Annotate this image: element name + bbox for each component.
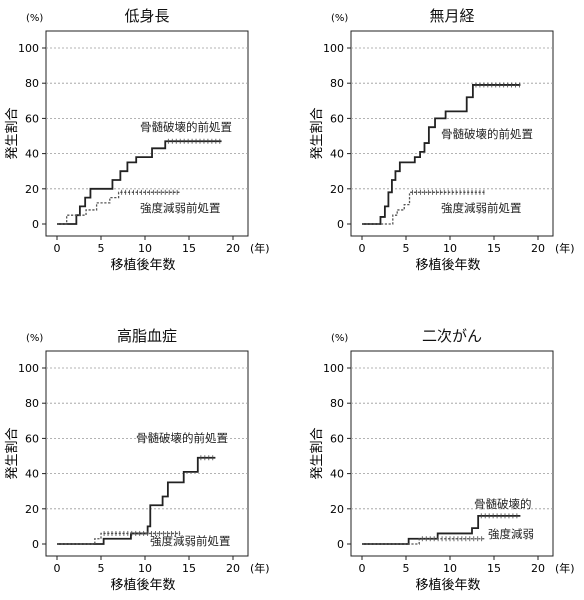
- series-line-1: [362, 514, 521, 545]
- y-tick-label: 20: [330, 503, 344, 516]
- y-tick-label: 60: [330, 432, 344, 445]
- x-tick-label: 10: [443, 242, 457, 255]
- series-label-2: 強度減弱前処置: [441, 201, 522, 215]
- series-line-1: [57, 456, 216, 545]
- y-unit: (%): [26, 333, 43, 344]
- y-tick-label: 100: [18, 362, 39, 375]
- series-label-2: 強度減弱: [488, 527, 534, 541]
- plot-frame: [45, 350, 249, 557]
- x-unit: (年): [250, 561, 270, 575]
- x-tick-label: 0: [359, 242, 366, 255]
- y-tick-label: 80: [330, 77, 344, 90]
- chart-title: 高脂血症: [117, 327, 177, 345]
- series-label-1: 骨髄破壊的前処置: [441, 127, 533, 141]
- series-line-1: [362, 84, 521, 225]
- y-tick-label: 20: [330, 183, 344, 196]
- x-tick-label: 20: [531, 242, 545, 255]
- x-axis-label: 移植後年数: [110, 578, 175, 593]
- x-tick-label: 0: [359, 562, 366, 575]
- y-tick-label: 20: [25, 503, 39, 516]
- y-axis-label: 発生割合: [4, 107, 20, 159]
- x-axis-label: 移植後年数: [415, 258, 480, 273]
- x-tick-label: 15: [182, 562, 196, 575]
- y-tick-label: 20: [25, 183, 39, 196]
- y-tick-label: 80: [25, 397, 39, 410]
- plot-frame: [350, 30, 554, 237]
- y-tick-label: 100: [323, 362, 344, 375]
- chart-title: 低身長: [124, 7, 169, 25]
- plot-frame: [45, 30, 249, 237]
- y-tick-label: 100: [18, 42, 39, 55]
- chart-panel-3: 高脂血症 0 20 40 60 80 100 0 5 10 15 20 (%) (年) 移植後年数 発生割合 骨…: [4, 327, 270, 593]
- y-tick-label: 0: [32, 538, 39, 551]
- plot-frame: [350, 350, 554, 557]
- y-tick-label: 40: [25, 468, 39, 481]
- series-label-1: 骨髄破壊的前処置: [140, 120, 232, 134]
- series-label-1: 骨髄破壊的: [474, 497, 532, 511]
- series-label-1: 骨髄破壊的前処置: [136, 431, 228, 445]
- x-tick-label: 20: [226, 562, 240, 575]
- x-tick-label: 5: [98, 242, 105, 255]
- x-tick-label: 20: [531, 562, 545, 575]
- x-tick-label: 5: [98, 562, 105, 575]
- series-label-2: 強度減弱前処置: [150, 534, 231, 548]
- series-line-2: [362, 538, 486, 545]
- x-tick-label: 5: [403, 562, 410, 575]
- x-tick-label: 15: [487, 562, 501, 575]
- y-tick-label: 0: [32, 218, 39, 231]
- y-tick-label: 60: [25, 112, 39, 125]
- y-tick-label: 0: [337, 538, 344, 551]
- y-tick-label: 0: [337, 218, 344, 231]
- x-tick-label: 0: [54, 562, 61, 575]
- x-unit: (年): [555, 561, 575, 575]
- x-tick-label: 0: [54, 242, 61, 255]
- x-unit: (年): [250, 241, 270, 255]
- chart-title: 無月経: [429, 7, 474, 25]
- x-tick-label: 15: [182, 242, 196, 255]
- chart-title: 二次がん: [422, 327, 482, 345]
- y-unit: (%): [26, 13, 43, 24]
- x-tick-label: 15: [487, 242, 501, 255]
- y-unit: (%): [331, 13, 348, 24]
- y-tick-label: 40: [25, 148, 39, 161]
- x-tick-label: 10: [443, 562, 457, 575]
- y-tick-label: 100: [323, 42, 344, 55]
- chart-panel-2: 無月経 0 20 40 60 80 100 0 5 10 15 20 (%) (年) 移植後年数 発生割合 骨髄…: [309, 7, 575, 273]
- y-unit: (%): [331, 333, 348, 344]
- y-tick-label: 80: [330, 397, 344, 410]
- x-tick-label: 5: [403, 242, 410, 255]
- y-tick-label: 60: [25, 432, 39, 445]
- chart-panel-1: 低身長 0 20 40 60 80 100 0 5 10 15 20 (%) (年) 移植後年数 発生割合 骨髄…: [4, 7, 270, 273]
- x-tick-label: 20: [226, 242, 240, 255]
- series-label-2: 強度減弱前処置: [140, 201, 221, 215]
- chart-panel-4: 二次がん 0 20 40 60 80 100 0 5 10 15 20 (%) (年) 移植後年数 発生割合骨…: [309, 327, 575, 593]
- y-tick-label: 40: [330, 468, 344, 481]
- y-axis-label: 発生割合: [309, 427, 325, 479]
- y-tick-label: 60: [330, 112, 344, 125]
- series-line-2: [57, 191, 181, 225]
- series-line-2: [57, 532, 181, 545]
- x-axis-label: 移植後年数: [110, 258, 175, 273]
- x-tick-label: 10: [138, 242, 152, 255]
- y-axis-label: 発生割合: [4, 427, 20, 479]
- y-tick-label: 80: [25, 77, 39, 90]
- x-unit: (年): [555, 241, 575, 255]
- y-tick-label: 40: [330, 148, 344, 161]
- x-axis-label: 移植後年数: [415, 578, 480, 593]
- x-tick-label: 10: [138, 562, 152, 575]
- y-axis-label: 発生割合: [309, 107, 325, 159]
